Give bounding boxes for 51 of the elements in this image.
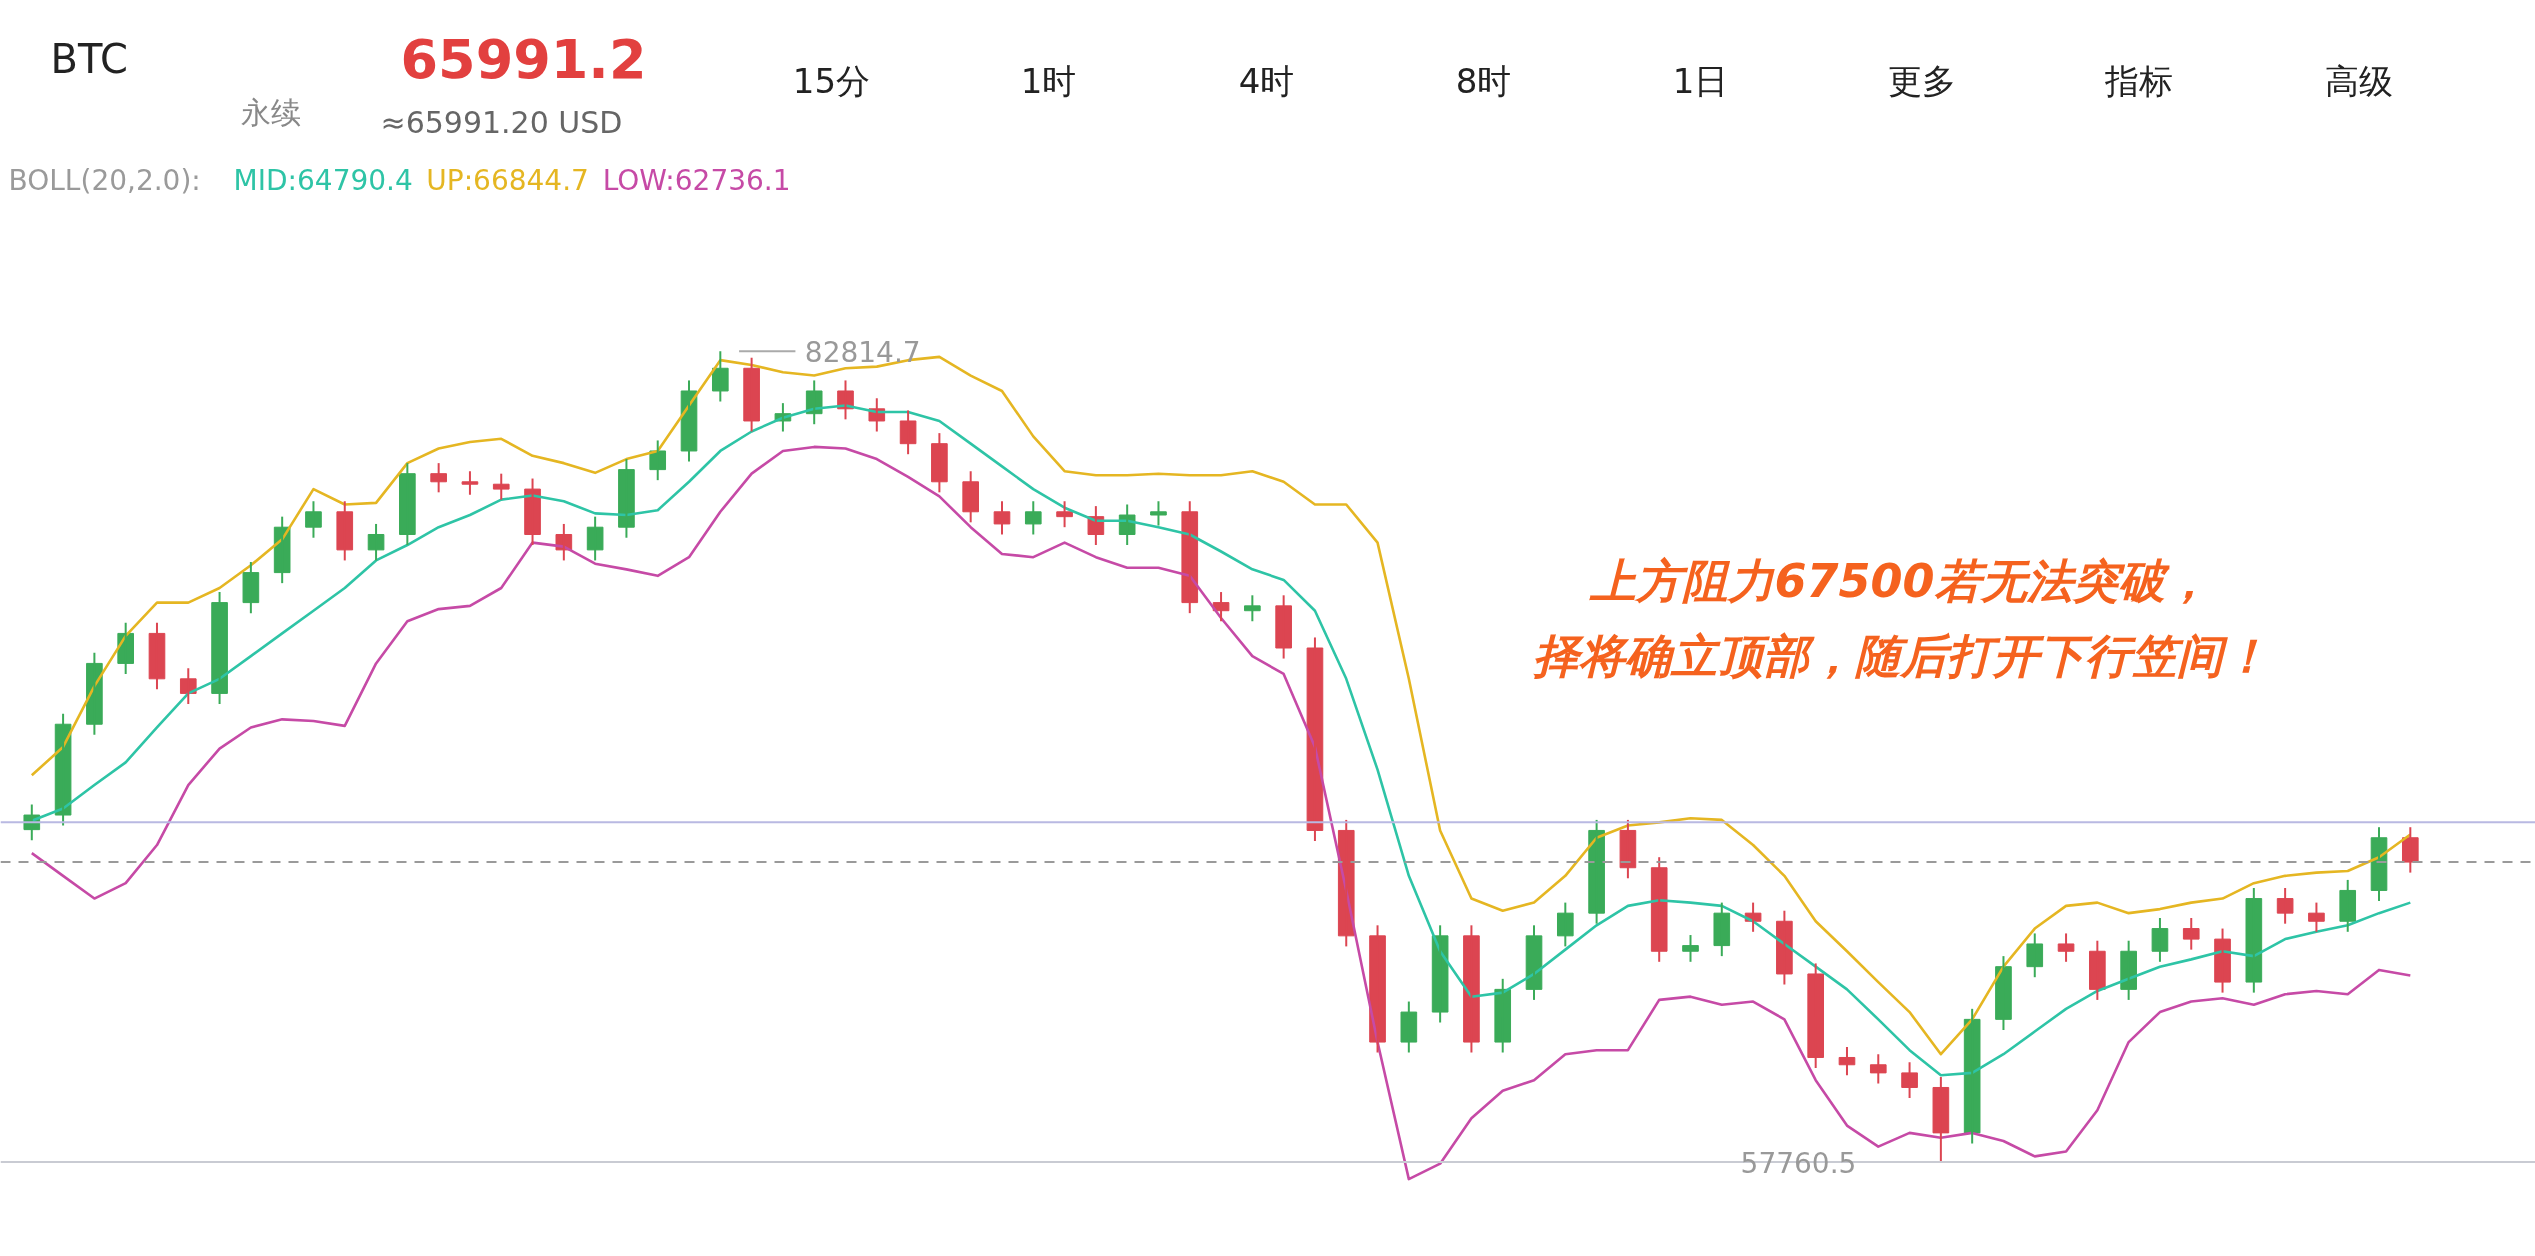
- legend-title: BOLL(20,2.0):: [8, 164, 201, 197]
- candlestick: [1932, 1075, 1950, 1164]
- annotation: 上方阻力67500若无法突破，: [1589, 553, 2211, 608]
- text: MID:64790.4: [233, 164, 413, 197]
- candlestick: [2026, 932, 2044, 979]
- candlestick: [2182, 917, 2200, 951]
- candlestick: [492, 472, 510, 501]
- text: 65991.2: [400, 28, 647, 91]
- candlestick: [242, 561, 260, 615]
- text: UP:66844.7: [426, 164, 589, 197]
- candlestick: [399, 462, 416, 547]
- text: 1日: [1672, 60, 1729, 101]
- candlestick: [1024, 500, 1042, 536]
- candlestick: [1682, 934, 1699, 963]
- candlestick: [2151, 917, 2169, 963]
- candlestick: [1807, 962, 1825, 1070]
- candlestick: [367, 522, 385, 562]
- candlestick: [2276, 887, 2294, 925]
- text: 更多: [1887, 60, 1956, 101]
- candlestick: [1056, 500, 1073, 529]
- candlestick: [1556, 901, 1574, 948]
- candlestick: [962, 470, 980, 524]
- annotation: 择将确立顶部，随后打开下行笠间！: [1532, 628, 2269, 683]
- candlestick: [336, 500, 354, 562]
- candlestick: [1869, 1053, 1887, 1085]
- text: 4时: [1238, 60, 1295, 101]
- candlestick: [1400, 1000, 1418, 1054]
- text: 指标: [2103, 60, 2173, 101]
- chart-subtitle: 永续: [240, 95, 301, 130]
- text: 高级: [2324, 60, 2393, 101]
- candlestick: [743, 356, 760, 433]
- text: ≈65991.20 USD: [380, 105, 623, 140]
- candlestick: [1901, 1061, 1918, 1100]
- candlestick: [586, 515, 604, 562]
- chart-title: BTC: [50, 35, 128, 82]
- candlestick: [2339, 878, 2357, 933]
- candlestick: [1150, 500, 1167, 527]
- annotation: 57760.5: [1740, 1146, 1857, 1180]
- text: 1时: [1020, 60, 1077, 101]
- candlestick: [899, 409, 917, 456]
- text: 8时: [1455, 60, 1512, 101]
- candlestick: [993, 500, 1011, 536]
- text: 15分: [792, 60, 871, 101]
- candlestick: [1275, 594, 1292, 660]
- candlestick: [461, 470, 479, 496]
- candlestick: [2057, 932, 2075, 963]
- candlestick: [1244, 594, 1261, 623]
- candlestick: [305, 500, 322, 539]
- candlestick: [931, 432, 948, 494]
- text: LOW:62736.1: [602, 164, 791, 197]
- annotation: 82814.7: [804, 335, 921, 369]
